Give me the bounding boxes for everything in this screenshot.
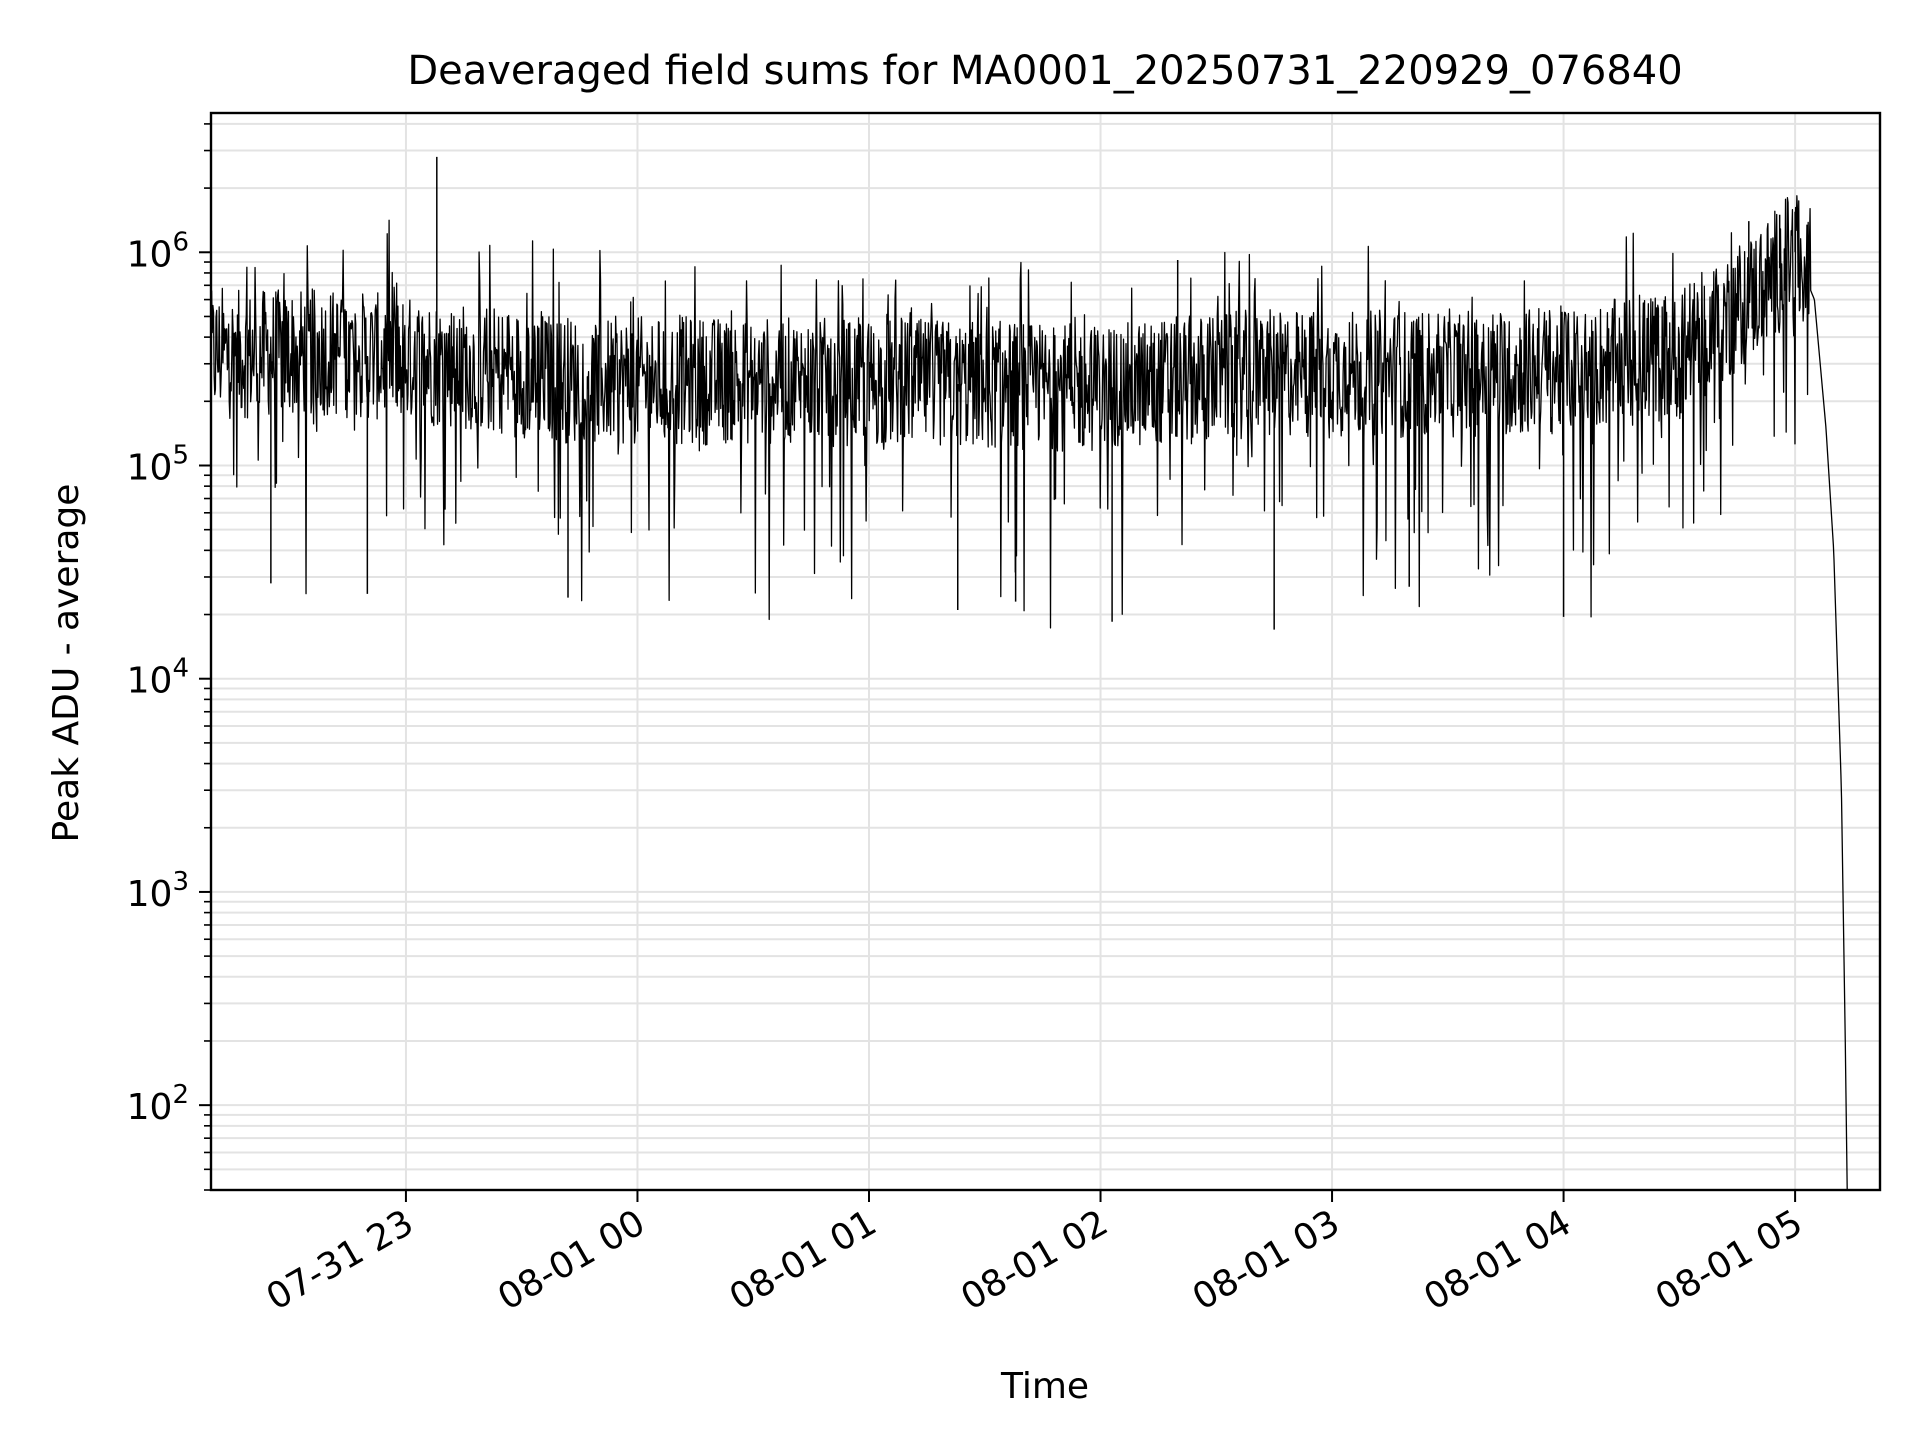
y-tick-label: 105 [127,440,189,488]
y-tick-label: 104 [127,654,189,702]
grid-lines [211,113,1880,1191]
plot-frame [209,111,1882,1192]
y-tick-label: 102 [127,1080,189,1128]
series-line [210,195,1848,1191]
x-axis-label: Time [1000,1366,1089,1407]
y-tick-label: 106 [127,227,189,275]
chart-title: Deaveraged field sums for MA0001_2025073… [407,48,1682,94]
y-tick-label: 103 [127,867,189,915]
series-layer [210,156,1848,1191]
y-axis-label: Peak ADU - average [46,484,87,843]
